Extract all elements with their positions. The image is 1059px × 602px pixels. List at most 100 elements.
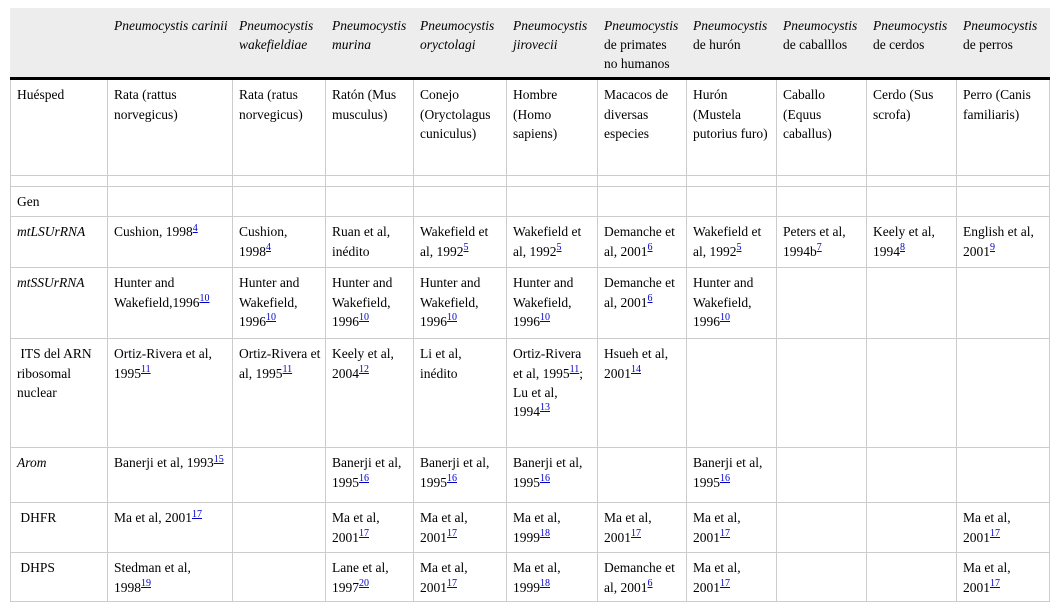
table-cell bbox=[597, 447, 687, 504]
table-cell: Perro (Canis familiaris) bbox=[956, 78, 1050, 177]
reference-superscript: 4 bbox=[193, 222, 198, 234]
table-cell: Cushion, 19984 bbox=[232, 216, 326, 269]
reference-link[interactable]: 6 bbox=[647, 578, 653, 590]
reference-link[interactable]: 10 bbox=[447, 312, 457, 324]
table-cell bbox=[686, 338, 777, 449]
table-cell: Keely et al, 200412 bbox=[325, 338, 414, 449]
reference-link[interactable]: 16 bbox=[447, 473, 457, 485]
reference-link[interactable]: 13 bbox=[540, 402, 550, 414]
reference-link[interactable]: 20 bbox=[359, 578, 369, 590]
reference-link[interactable]: 7 bbox=[816, 242, 822, 254]
reference-link[interactable]: 15 bbox=[213, 453, 224, 465]
reference-link[interactable]: 4 bbox=[266, 242, 271, 254]
table-cell bbox=[866, 447, 957, 504]
reference-link[interactable]: 14 bbox=[631, 364, 641, 376]
reference-link[interactable]: 17 bbox=[191, 508, 202, 520]
species-genus-italic: Pneumocystis wakefieldiae bbox=[239, 18, 314, 53]
reference-superscript: 11 bbox=[283, 363, 293, 375]
reference-link[interactable]: 11 bbox=[282, 364, 293, 376]
reference-link[interactable]: 16 bbox=[540, 473, 550, 485]
corner-header-cell bbox=[10, 7, 108, 81]
species-genus-italic: Pneumocystis bbox=[783, 18, 858, 33]
reference-link[interactable]: 16 bbox=[720, 473, 730, 485]
table-row: mtLSUrRNA Cushion, 19984 Cushion, 19984 Rua… bbox=[10, 216, 1050, 269]
reference-link[interactable]: 11 bbox=[569, 364, 580, 376]
reference-superscript: 10 bbox=[266, 311, 276, 323]
column-header: Pneumocystis carinii bbox=[107, 7, 233, 81]
reference-superscript: 6 bbox=[648, 292, 653, 304]
table-cell: Hunter and Wakefield, 199610 bbox=[506, 267, 598, 340]
table-cell: Hombre (Homo sapiens) bbox=[506, 78, 598, 177]
reference-link[interactable]: 11 bbox=[141, 364, 151, 376]
column-header: Pneumocystis de caballlos bbox=[776, 7, 867, 81]
pneumocystis-genes-table: Pneumocystis carinii Pneumocystis wakefie… bbox=[10, 7, 1050, 602]
species-genus-italic: Pneumocystis jirovecii bbox=[513, 18, 588, 53]
reference-superscript: 7 bbox=[817, 241, 822, 253]
reference-link[interactable]: 18 bbox=[540, 578, 550, 590]
reference-link[interactable]: 17 bbox=[990, 528, 1000, 540]
reference-link[interactable]: 12 bbox=[359, 364, 369, 376]
reference-link[interactable]: 10 bbox=[199, 293, 210, 305]
table-cell bbox=[956, 447, 1050, 504]
reference-link[interactable]: 17 bbox=[631, 528, 641, 540]
reference-link[interactable]: 17 bbox=[990, 578, 1000, 590]
table-cell: Rata (ratus norvegicus) bbox=[232, 78, 326, 177]
table-row: Arom Banerji et al, 199315 Banerji et al, … bbox=[10, 447, 1050, 504]
reference-link[interactable]: 17 bbox=[359, 528, 369, 540]
table-cell bbox=[413, 186, 507, 218]
reference-link[interactable]: 10 bbox=[359, 312, 369, 324]
table-cell: Ma et al, 200117 bbox=[956, 552, 1050, 602]
row-label: Arom bbox=[10, 447, 108, 504]
reference-link[interactable]: 6 bbox=[647, 242, 653, 254]
reference-link[interactable]: 6 bbox=[647, 293, 653, 305]
reference-link[interactable]: 17 bbox=[447, 528, 457, 540]
table-cell bbox=[232, 552, 326, 602]
table-cell bbox=[776, 502, 867, 554]
reference-superscript: 15 bbox=[214, 453, 224, 465]
table-cell: Hsueh et al, 200114 bbox=[597, 338, 687, 449]
species-host-roman: de cerdos bbox=[873, 37, 925, 53]
table-cell bbox=[413, 175, 507, 188]
reference-link[interactable]: 18 bbox=[540, 528, 550, 540]
reference-superscript: 11 bbox=[570, 363, 580, 375]
reference-superscript: 10 bbox=[540, 311, 550, 323]
table-cell: Keely et al, 19948 bbox=[866, 216, 957, 269]
reference-superscript: 10 bbox=[720, 311, 730, 323]
row-label: DHPS bbox=[10, 552, 108, 602]
reference-link[interactable]: 17 bbox=[447, 578, 457, 590]
reference-superscript: 17 bbox=[990, 527, 1000, 539]
reference-superscript: 4 bbox=[266, 241, 271, 253]
column-header: Pneumocystis de primates no humanos bbox=[597, 7, 687, 81]
species-host-roman: de primates no humanos bbox=[604, 37, 670, 72]
reference-superscript: 10 bbox=[200, 292, 210, 304]
reference-link[interactable]: 4 bbox=[192, 222, 198, 234]
table-cell bbox=[866, 338, 957, 449]
table-cell bbox=[107, 175, 233, 188]
reference-link[interactable]: 9 bbox=[990, 242, 995, 254]
reference-link[interactable]: 10 bbox=[540, 312, 550, 324]
reference-link[interactable]: 17 bbox=[720, 578, 730, 590]
table-cell bbox=[506, 186, 598, 218]
reference-link[interactable]: 19 bbox=[141, 578, 151, 590]
reference-superscript: 17 bbox=[192, 508, 202, 520]
table-cell bbox=[776, 447, 867, 504]
column-header: Pneumocystis wakefieldiae bbox=[232, 7, 326, 81]
table-cell: Demanche et al, 20016 bbox=[597, 216, 687, 269]
table-cell: Ma et al, 200117 bbox=[686, 502, 777, 554]
reference-link[interactable]: 5 bbox=[463, 242, 469, 254]
reference-link[interactable]: 10 bbox=[720, 312, 730, 324]
reference-link[interactable]: 8 bbox=[900, 242, 905, 254]
reference-superscript: 16 bbox=[447, 472, 457, 484]
reference-superscript: 5 bbox=[557, 241, 562, 253]
reference-link[interactable]: 16 bbox=[359, 473, 369, 485]
reference-superscript: 5 bbox=[464, 241, 469, 253]
reference-link[interactable]: 10 bbox=[266, 312, 276, 324]
row-label: mtLSUrRNA bbox=[10, 216, 108, 269]
species-genus-italic: Pneumocystis carinii bbox=[114, 18, 228, 33]
table-cell bbox=[866, 186, 957, 218]
reference-link[interactable]: 5 bbox=[736, 242, 742, 254]
column-header: Pneumocystis jirovecii bbox=[506, 7, 598, 81]
column-header: Pneumocystis murina bbox=[325, 7, 414, 81]
reference-link[interactable]: 5 bbox=[556, 242, 562, 254]
reference-link[interactable]: 17 bbox=[720, 528, 730, 540]
